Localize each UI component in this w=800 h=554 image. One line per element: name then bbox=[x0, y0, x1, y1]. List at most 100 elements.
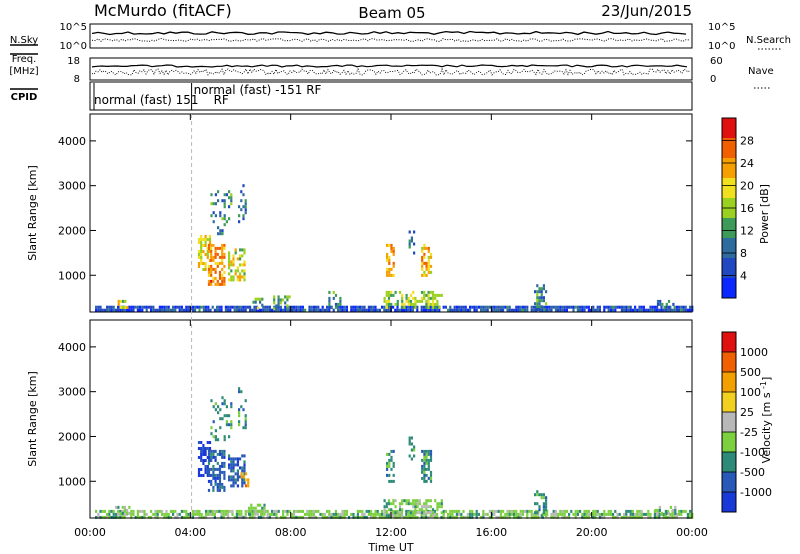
range-cell bbox=[200, 250, 203, 253]
range-cell bbox=[183, 308, 186, 312]
range-cell bbox=[530, 512, 533, 516]
range-cell bbox=[210, 214, 213, 218]
range-cell bbox=[350, 308, 353, 312]
range-cell bbox=[365, 509, 368, 513]
range-cell bbox=[554, 509, 557, 513]
range-cell bbox=[425, 452, 428, 456]
range-cell bbox=[95, 305, 98, 309]
range-cell bbox=[117, 305, 120, 309]
range-cell bbox=[180, 308, 183, 312]
range-cell bbox=[277, 298, 280, 302]
range-cell bbox=[332, 290, 335, 294]
range-cell bbox=[308, 305, 311, 309]
range-cell bbox=[557, 308, 560, 312]
range-cell bbox=[156, 509, 159, 513]
range-cell bbox=[328, 308, 331, 312]
range-cell bbox=[227, 509, 230, 513]
range-cell bbox=[310, 308, 313, 312]
range-cell bbox=[638, 509, 641, 513]
range-cell bbox=[620, 308, 623, 312]
range-cell bbox=[243, 248, 246, 252]
range-cell bbox=[216, 476, 219, 480]
range-cell bbox=[401, 305, 404, 309]
range-cell bbox=[638, 305, 641, 309]
range-cell bbox=[244, 472, 248, 476]
range-cell bbox=[579, 305, 582, 309]
range-cell bbox=[422, 308, 425, 312]
range-cell bbox=[286, 298, 289, 302]
range-cell bbox=[212, 488, 215, 492]
range-cell bbox=[115, 505, 118, 509]
range-cell bbox=[222, 515, 225, 519]
range-cell bbox=[169, 308, 172, 312]
range-cell bbox=[475, 305, 478, 309]
range-cell bbox=[119, 308, 122, 312]
range-cell bbox=[680, 305, 683, 309]
range-cell bbox=[345, 509, 348, 513]
range-cell bbox=[546, 305, 549, 309]
range-cell bbox=[412, 514, 415, 518]
range-cell bbox=[638, 308, 641, 312]
range-cell bbox=[321, 305, 324, 309]
range-cell bbox=[436, 305, 439, 309]
range-cell bbox=[227, 512, 230, 516]
range-cell bbox=[388, 255, 391, 259]
range-cell bbox=[221, 249, 224, 253]
range-cell bbox=[163, 512, 166, 516]
range-cell bbox=[214, 473, 217, 477]
range-cell bbox=[288, 305, 291, 309]
range-cell bbox=[214, 276, 217, 280]
range-cell bbox=[460, 305, 463, 309]
range-cell bbox=[228, 272, 231, 276]
range-cell bbox=[410, 236, 413, 240]
range-cell bbox=[372, 305, 375, 309]
range-cell bbox=[410, 239, 413, 243]
range-cell bbox=[440, 505, 443, 509]
range-cell bbox=[223, 276, 226, 280]
range-cell bbox=[266, 305, 269, 309]
range-cell bbox=[210, 482, 213, 486]
range-cell bbox=[204, 241, 207, 244]
range-cell bbox=[207, 246, 211, 250]
range-cell bbox=[172, 305, 175, 309]
range-cell bbox=[625, 512, 628, 516]
range-cell bbox=[204, 235, 207, 238]
range-cell bbox=[658, 512, 661, 516]
range-cell bbox=[390, 246, 393, 250]
range-cell bbox=[230, 460, 233, 464]
range-cell bbox=[312, 305, 315, 309]
range-cell bbox=[208, 241, 212, 244]
range-cell bbox=[438, 308, 441, 312]
range-cell bbox=[390, 508, 393, 512]
range-cell bbox=[223, 214, 226, 218]
range-cell bbox=[405, 502, 408, 506]
range-cell bbox=[412, 296, 415, 300]
range-cell bbox=[557, 515, 560, 519]
range-cell bbox=[475, 509, 478, 513]
range-cell bbox=[506, 515, 509, 519]
range-cell bbox=[207, 282, 211, 286]
range-cell bbox=[339, 296, 342, 300]
range-cell bbox=[392, 246, 395, 250]
range-cell bbox=[232, 260, 235, 264]
nave-label: Nave bbox=[748, 66, 774, 77]
range-cell bbox=[421, 255, 424, 259]
range-cell bbox=[284, 509, 287, 513]
range-cell bbox=[631, 515, 634, 519]
range-cell bbox=[480, 308, 483, 312]
range-cell bbox=[261, 297, 264, 301]
range-cell bbox=[204, 447, 207, 450]
range-cell bbox=[517, 305, 520, 309]
range-cell bbox=[451, 509, 454, 513]
range-cell bbox=[112, 509, 115, 513]
range-cell bbox=[656, 305, 659, 309]
range-cell bbox=[223, 414, 226, 418]
range-cell bbox=[636, 308, 639, 312]
range-cell bbox=[438, 505, 441, 509]
range-cell bbox=[263, 506, 266, 510]
range-cell bbox=[95, 509, 98, 513]
range-cell bbox=[411, 308, 414, 312]
range-cell bbox=[218, 485, 222, 489]
range-cell bbox=[418, 299, 421, 303]
range-cell bbox=[202, 250, 205, 253]
